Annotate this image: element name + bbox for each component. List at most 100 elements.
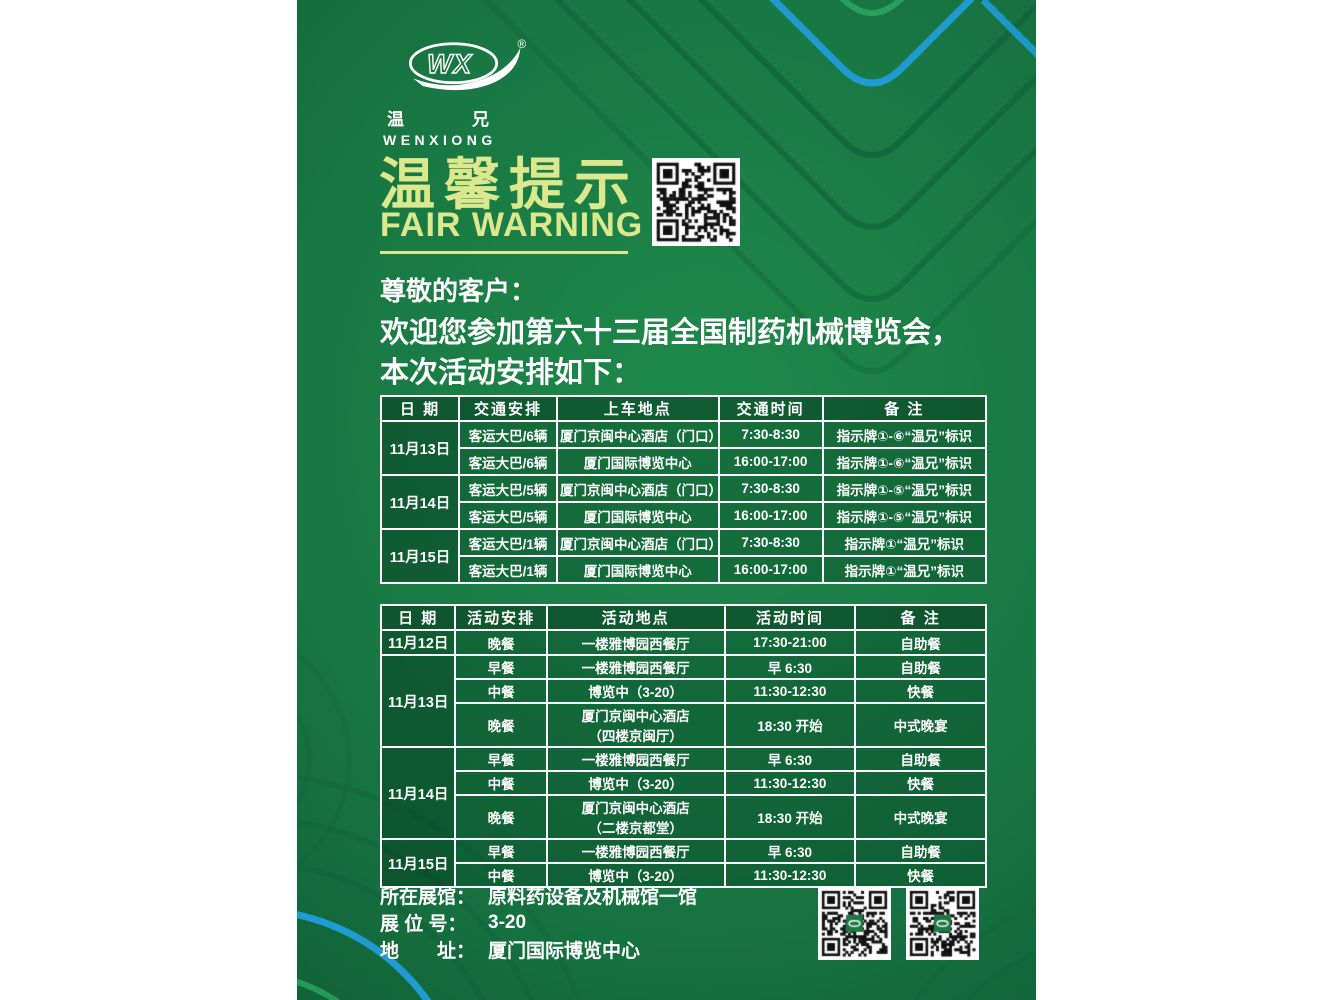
table-cell: 中式晚宴	[854, 702, 987, 748]
date-cell: 11月12日	[379, 629, 457, 656]
table-cell: 客运大巴/5辆	[458, 474, 559, 503]
table-cell: 客运大巴/6辆	[458, 420, 559, 449]
transport-schedule-table: 日 期交通安排 上车地点 交通时间备 注 11月13日 客运大巴/6辆 厦门京闽中心酒店（…	[379, 395, 988, 584]
wx-logo-icon: WX ®	[409, 37, 527, 91]
table-cell: 博览中（3-20）	[545, 862, 726, 888]
poster-title-cn: 温馨提示	[379, 153, 639, 216]
column-header: 活动时间	[723, 604, 857, 631]
table-row: 11月15日 早餐 一楼雅博园西餐厅早 6:30 自助餐	[379, 838, 987, 888]
footer-row-address: 地 址： 厦门国际博览中心	[380, 936, 697, 963]
footer-row-booth: 展 位 号： 3-20	[380, 909, 697, 936]
table-row: 中餐 博览中（3-20） 11:30-12:30 快餐	[381, 770, 987, 796]
table-cell: 早 6:30	[723, 746, 857, 772]
table-cell: 客运大巴/6辆	[458, 447, 559, 476]
table-cell: 中餐	[454, 678, 548, 704]
column-header: 备 注	[821, 395, 988, 422]
activity-schedule-table: 日 期活动安排 活动地点 活动时间备 注 11月12日 晚餐 一楼雅博园西餐厅 17:30-…	[379, 604, 987, 888]
logo-monogram: WX	[427, 49, 472, 79]
table-cell: 中餐	[454, 862, 548, 888]
table-row: 客运大巴/6辆 厦门国际博览中心 16:00-17:00 指示牌①-⑥“温兄”标识	[381, 447, 988, 476]
poster-title-en: FAIR WARNING	[380, 206, 644, 244]
table-cell: 快餐	[854, 862, 987, 888]
greeting-line-1: 欢迎您参加第六十三届全国制药机械博览会，	[380, 317, 961, 349]
date-cell: 11月13日	[379, 420, 461, 476]
logo-chinese-name: 温 兄	[387, 105, 491, 130]
table-cell: 中餐	[454, 770, 548, 796]
logo-cn-char-1: 温	[387, 110, 406, 129]
table-row: 客运大巴/5辆 厦门国际博览中心 16:00-17:00 指示牌①-⑤“温兄”标识	[381, 501, 988, 530]
table-cell: 指示牌①-⑥“温兄”标识	[821, 447, 988, 476]
table-cell: 18:30 开始	[723, 794, 857, 840]
table-row: 晚餐 厦门京闽中心酒店 （四楼京闽厅） 18:30 开始 中式晚宴	[381, 702, 987, 748]
table-cell: 厦门京闽中心酒店（门口）	[556, 420, 722, 449]
table-cell: 早餐	[454, 838, 548, 864]
qr-code-top	[652, 158, 740, 246]
footer-value-booth: 3-20	[488, 911, 527, 933]
footer-value-address: 厦门国际博览中心	[488, 941, 641, 962]
table-cell: 指示牌①“温兄”标识	[821, 555, 988, 584]
table-cell: 厦门京闽中心酒店 （四楼京闽厅）	[545, 702, 726, 748]
table-row: 中餐 博览中（3-20） 11:30-12:30 快餐	[381, 678, 987, 704]
footer-info: 所在展馆： 原料药设备及机械馆一馆 展 位 号： 3-20 地 址： 厦门国际博…	[380, 882, 697, 963]
table-cell: 指示牌①-⑤“温兄”标识	[821, 501, 988, 530]
table-row: 11月15日 客运大巴/1辆 厦门京闽中心酒店（门口） 7:30-8:30 指示牌①“温…	[379, 528, 988, 584]
column-header: 备 注	[854, 604, 987, 631]
table-cell: 晚餐	[454, 702, 548, 748]
table-row: 11月14日 早餐 一楼雅博园西餐厅早 6:30 自助餐	[379, 746, 987, 840]
table-cell: 自助餐	[854, 629, 987, 656]
table-cell: 一楼雅博园西餐厅	[545, 746, 726, 772]
column-header: 活动安排	[454, 604, 548, 631]
table-cell: 博览中（3-20）	[545, 770, 726, 796]
table-cell: 指示牌①“温兄”标识	[821, 528, 988, 557]
table-cell: 自助餐	[854, 654, 987, 680]
column-header: 交通时间	[717, 395, 824, 422]
table-cell: 18:30 开始	[723, 702, 857, 748]
footer-label-address: 地 址：	[380, 941, 476, 962]
greeting-line-2: 本次活动安排如下：	[380, 357, 642, 389]
logo-cn-char-2: 兄	[472, 110, 491, 129]
table-cell: 11:30-12:30	[723, 862, 857, 888]
table-row: 11月13日 客运大巴/6辆 厦门京闽中心酒店（门口） 7:30-8:30 指示牌①-⑥…	[379, 420, 988, 476]
table-cell: 指示牌①-⑥“温兄”标识	[821, 420, 988, 449]
table-cell: 7:30-8:30	[717, 528, 824, 557]
table-cell: 厦门京闽中心酒店 （二楼京都堂）	[545, 794, 726, 840]
date-cell: 11月14日	[379, 746, 457, 840]
table-cell: 客运大巴/1辆	[458, 555, 559, 584]
wechat-qr-code-1	[818, 887, 891, 960]
table-cell: 一楼雅博园西餐厅	[545, 838, 726, 864]
table-cell: 自助餐	[854, 746, 987, 772]
table-cell: 一楼雅博园西餐厅	[545, 654, 726, 680]
column-header: 交通安排	[458, 395, 559, 422]
schedule-table: 日 期交通安排 上车地点 交通时间备 注 11月13日 客运大巴/6辆 厦门京闽中心酒店（…	[379, 395, 988, 584]
table-row: 11月13日 早餐 一楼雅博园西餐厅早 6:30 自助餐	[379, 654, 987, 748]
column-header: 日 期	[379, 604, 457, 631]
table-cell: 晚餐	[454, 629, 548, 656]
table-cell: 自助餐	[854, 838, 987, 864]
footer-value-hall: 原料药设备及机械馆一馆	[488, 887, 698, 908]
table-cell: 早餐	[454, 746, 548, 772]
table-cell: 厦门国际博览中心	[556, 501, 720, 530]
schedule-table: 日 期活动安排 活动地点 活动时间备 注 11月12日 晚餐 一楼雅博园西餐厅 17:30-…	[379, 604, 987, 888]
table-cell: 16:00-17:00	[717, 555, 824, 584]
title-underline	[380, 251, 628, 254]
table-cell: 客运大巴/1辆	[458, 528, 559, 557]
table-cell: 指示牌①-⑤“温兄”标识	[821, 474, 988, 503]
table-cell: 16:00-17:00	[717, 447, 824, 476]
table-row: 11月14日 客运大巴/5辆 厦门京闽中心酒店（门口） 7:30-8:30 指示牌①-⑤…	[379, 474, 988, 530]
table-row: 客运大巴/1辆 厦门国际博览中心 16:00-17:00 指示牌①“温兄”标识	[381, 555, 988, 584]
date-cell: 11月15日	[379, 838, 457, 888]
table-row: 中餐 博览中（3-20） 11:30-12:30 快餐	[381, 862, 987, 888]
column-header: 日 期	[379, 395, 461, 422]
footer-label-hall: 所在展馆：	[380, 887, 476, 908]
wechat-qr-code-2	[906, 887, 979, 960]
footer-label-booth: 展 位 号：	[380, 914, 467, 935]
table-cell: 客运大巴/5辆	[458, 501, 559, 530]
table-row: 晚餐 厦门京闽中心酒店 （二楼京都堂） 18:30 开始 中式晚宴	[381, 794, 987, 840]
table-cell: 早餐	[454, 654, 548, 680]
poster: WX ® 温 兄 WENXIONG 温馨提示 FAIR WARNING 尊敬的客…	[297, 0, 1036, 1000]
table-cell: 快餐	[854, 678, 987, 704]
date-cell: 11月13日	[379, 654, 457, 748]
logo-latin-name: WENXIONG	[383, 132, 497, 148]
table-row: 11月12日 晚餐 一楼雅博园西餐厅 17:30-21:00 自助餐	[379, 629, 987, 656]
table-cell: 一楼雅博园西餐厅	[545, 629, 726, 656]
